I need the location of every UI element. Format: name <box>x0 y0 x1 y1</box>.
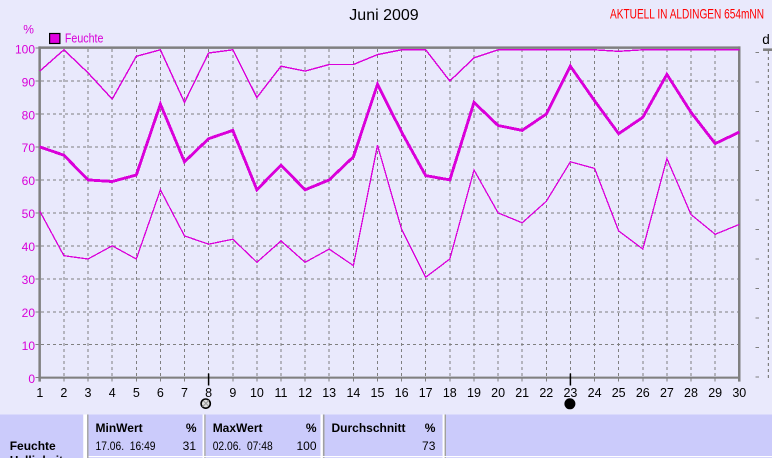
svg-text:20: 20 <box>22 306 36 320</box>
svg-text:30: 30 <box>732 386 746 400</box>
svg-text:24: 24 <box>588 386 602 400</box>
svg-text:5: 5 <box>133 386 140 400</box>
svg-text:11: 11 <box>275 386 288 400</box>
svg-text:AKTUELL IN ALDINGEN 654mNN: AKTUELL IN ALDINGEN 654mNN <box>610 6 764 22</box>
svg-text:23: 23 <box>563 386 577 400</box>
svg-text:Feuchte: Feuchte <box>65 30 104 45</box>
svg-text:31: 31 <box>183 439 197 453</box>
svg-text:18: 18 <box>443 386 457 400</box>
svg-text:9: 9 <box>229 386 236 400</box>
svg-text:Juni 2009: Juni 2009 <box>349 7 418 24</box>
svg-text:MinWert: MinWert <box>96 421 143 435</box>
svg-text:19: 19 <box>467 386 481 400</box>
svg-text:21: 21 <box>515 386 529 400</box>
svg-text:70: 70 <box>22 141 36 155</box>
svg-text:90: 90 <box>22 75 36 89</box>
svg-text:%: % <box>425 421 436 435</box>
svg-text:28: 28 <box>684 386 698 400</box>
svg-text:MaxWert: MaxWert <box>213 421 263 435</box>
svg-text:10: 10 <box>250 386 264 400</box>
svg-text:22: 22 <box>539 386 553 400</box>
svg-text:80: 80 <box>22 108 36 122</box>
svg-text:60: 60 <box>22 174 36 188</box>
svg-text:0: 0 <box>28 372 35 386</box>
svg-text:30: 30 <box>22 273 36 287</box>
svg-text:26: 26 <box>636 386 650 400</box>
svg-text:8: 8 <box>205 386 212 400</box>
svg-text:16: 16 <box>395 386 409 400</box>
svg-text:29: 29 <box>708 386 722 400</box>
svg-text:%: % <box>186 421 197 435</box>
svg-text:d: d <box>762 32 770 47</box>
svg-text:17.06. 16:49: 17.06. 16:49 <box>96 439 156 453</box>
svg-text:10: 10 <box>22 339 36 353</box>
svg-text:17: 17 <box>419 386 433 400</box>
svg-text:Feuchte: Feuchte <box>10 439 56 453</box>
svg-text:73: 73 <box>422 439 436 453</box>
svg-text:100: 100 <box>296 439 316 453</box>
svg-text:15: 15 <box>371 386 385 400</box>
svg-text:%: % <box>306 421 317 435</box>
svg-text:25: 25 <box>612 386 626 400</box>
svg-text:Helligkeit: Helligkeit <box>10 454 63 458</box>
svg-text:50: 50 <box>22 207 36 221</box>
svg-text:20: 20 <box>491 386 505 400</box>
svg-text:Durchschnitt: Durchschnitt <box>332 421 406 435</box>
svg-text:40: 40 <box>22 240 36 254</box>
svg-text:100: 100 <box>15 42 35 56</box>
svg-text:12: 12 <box>298 386 312 400</box>
svg-text:2: 2 <box>60 386 67 400</box>
svg-text:6: 6 <box>157 386 164 400</box>
svg-text:13: 13 <box>322 386 336 400</box>
svg-text:3: 3 <box>85 386 92 400</box>
svg-text:%: % <box>23 23 34 37</box>
svg-text:02.06. 07:48: 02.06. 07:48 <box>213 439 273 453</box>
svg-text:27: 27 <box>660 386 674 400</box>
svg-text:14: 14 <box>346 386 360 400</box>
svg-text:4: 4 <box>109 386 116 400</box>
svg-text:7: 7 <box>181 386 188 400</box>
svg-text:1: 1 <box>36 386 43 400</box>
